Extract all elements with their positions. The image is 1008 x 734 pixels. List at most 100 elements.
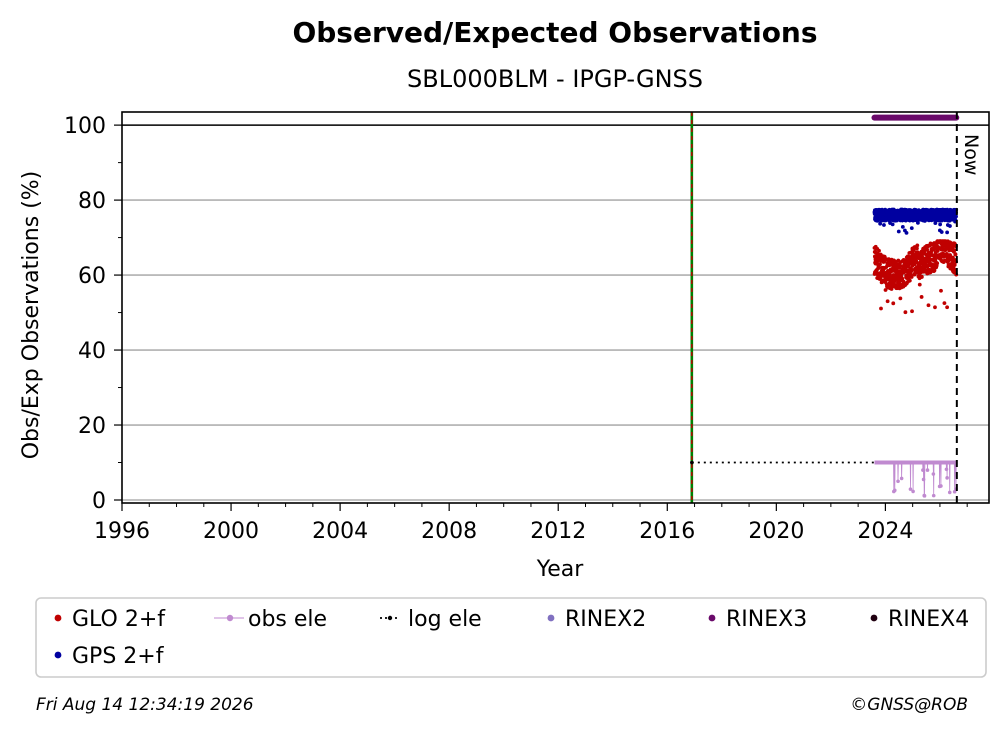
- y-tick-label: 100: [64, 114, 106, 139]
- gps-point: [882, 223, 886, 227]
- gps-point: [904, 231, 909, 235]
- obs-ele-point: [944, 467, 949, 472]
- glo-point: [909, 269, 914, 273]
- footer-credit: ©GNSS@ROB: [850, 695, 968, 715]
- gps-point: [939, 230, 944, 234]
- legend-item: RINEX3: [708, 607, 807, 632]
- chart-title: Observed/Expected Observations: [292, 16, 817, 49]
- y-tick-label: 60: [78, 264, 106, 289]
- glo-point: [879, 306, 883, 311]
- glo-point: [917, 282, 922, 287]
- now-label: Now: [960, 134, 982, 175]
- glo-point: [915, 246, 919, 251]
- gps-point: [916, 220, 920, 225]
- glo-point: [885, 299, 890, 304]
- legend-marker: [387, 615, 393, 621]
- legend-label: RINEX4: [888, 607, 969, 632]
- glo-point: [942, 301, 947, 306]
- gps-point: [890, 222, 895, 227]
- gps-point: [938, 222, 943, 227]
- log-ele-point: [690, 460, 694, 465]
- plot-area: 0 20 40 60 80 100 1996 2000 2004 2008 2012 2016 2020…: [64, 111, 990, 544]
- glo-point: [891, 301, 896, 306]
- glo-point: [919, 275, 924, 279]
- glo-point: [900, 276, 905, 281]
- footer-timestamp: Fri Aug 14 12:34:19 2026: [36, 695, 254, 715]
- y-tick-label: 20: [78, 414, 106, 439]
- glo-point: [919, 295, 924, 299]
- glo-point: [926, 303, 931, 308]
- legend-frame: [35, 597, 987, 678]
- legend-item: GLO 2+f: [54, 607, 166, 632]
- y-tick-label: 0: [92, 489, 106, 514]
- glo-point: [950, 255, 955, 260]
- legend-marker: [226, 614, 234, 622]
- legend-label: log ele: [408, 607, 482, 632]
- glo-point: [909, 275, 914, 279]
- gps-point: [896, 229, 901, 234]
- obs-ele-point: [911, 489, 915, 494]
- y-tick-label: 80: [78, 189, 106, 214]
- glo-point: [933, 305, 937, 310]
- legend-label: GLO 2+f: [72, 607, 166, 632]
- glo-point: [910, 309, 914, 314]
- legend-item: GPS 2+f: [54, 644, 165, 669]
- legend-label: RINEX2: [565, 607, 646, 632]
- obs-ele-point: [931, 493, 936, 498]
- obs-ele-point: [908, 487, 913, 491]
- obs-ele-point: [921, 468, 925, 472]
- obs-ele-point: [945, 476, 949, 480]
- legend-marker: [54, 614, 62, 622]
- gps-point: [909, 226, 914, 230]
- glo-point: [886, 257, 891, 262]
- legend: GLO 2+f obs ele log ele RINEX2 RINEX3 RINEX4 G…: [35, 597, 987, 678]
- gps-point: [900, 224, 905, 229]
- glo-point: [947, 248, 951, 253]
- x-axis-label: Year: [536, 557, 585, 582]
- obs-ele-point: [931, 472, 936, 476]
- legend-item: log ele: [380, 607, 482, 632]
- x-tick-label: 2012: [530, 519, 586, 544]
- glo-point: [953, 252, 958, 257]
- glo-point: [939, 288, 943, 293]
- x-tick-label: 2020: [748, 519, 804, 544]
- x-tick-label: 2000: [203, 519, 259, 544]
- gps-point: [948, 224, 952, 228]
- obs-ele-point: [952, 489, 957, 494]
- gps-point: [945, 207, 950, 212]
- gps-point: [945, 230, 950, 235]
- glo-point: [877, 248, 881, 253]
- glo-point: [883, 288, 888, 292]
- y-tick-label: 40: [78, 339, 106, 364]
- axes-frame: [121, 111, 990, 504]
- legend-marker: [547, 614, 555, 622]
- legend-marker: [708, 614, 716, 622]
- obs-ele-point: [892, 488, 897, 493]
- x-tick-label: 1996: [94, 519, 150, 544]
- obs-ele-point: [896, 479, 900, 484]
- glo-point: [903, 310, 908, 315]
- legend-item: obs ele: [214, 607, 327, 632]
- x-tick-label: 2004: [312, 519, 368, 544]
- obs-ele-point: [939, 484, 943, 488]
- x-tick-label: 2008: [421, 519, 477, 544]
- x-tick-label: 2016: [639, 519, 695, 544]
- obs-ele-point: [899, 476, 904, 481]
- chart-subtitle: SBL000BLM - IPGP-GNSS: [407, 65, 703, 93]
- legend-marker: [54, 651, 62, 659]
- legend-item: RINEX2: [547, 607, 646, 632]
- legend-label: RINEX3: [726, 607, 807, 632]
- legend-item: RINEX4: [870, 607, 969, 632]
- obs-ele-point: [922, 494, 927, 498]
- glo-point: [945, 305, 950, 310]
- obs-ele-point: [925, 468, 930, 472]
- glo-point: [935, 261, 940, 266]
- glo-point: [915, 243, 920, 248]
- legend-label: GPS 2+f: [72, 644, 165, 669]
- gps-point: [878, 221, 883, 226]
- obs-ele-line: [874, 462, 957, 497]
- glo-point: [898, 296, 903, 301]
- legend-label: obs ele: [248, 607, 327, 632]
- glo-point: [952, 263, 957, 267]
